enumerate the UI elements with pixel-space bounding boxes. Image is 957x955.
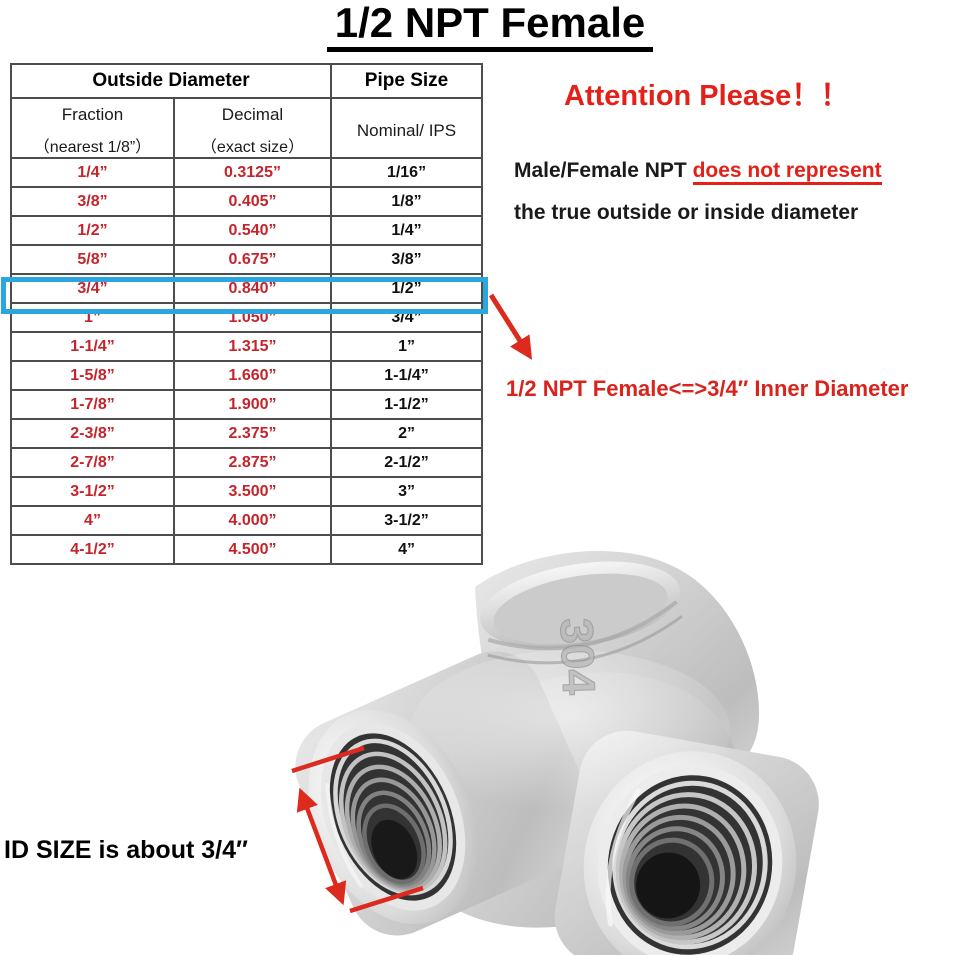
page-title-wrap: 1/2 NPT Female (230, 0, 750, 52)
cell-pipe: 3” (330, 476, 484, 507)
table-row: 4” 4.000” 3-1/2” (10, 505, 484, 536)
table-subheader-row: Fraction （nearest 1/8”） Decimal （exact s… (10, 97, 484, 159)
subheader-decimal: Decimal （exact size） (172, 97, 333, 159)
table-row: 3-1/2” 3.500” 3” (10, 476, 484, 507)
table-row: 1-7/8” 1.900” 1-1/2” (10, 389, 484, 420)
id-measure-arrow (291, 745, 424, 914)
npt-note: Male/Female NPT does not represent the t… (514, 150, 882, 234)
cell-pipe: 1-1/4” (330, 360, 484, 391)
cell-pipe: 1/16” (330, 157, 484, 188)
cell-pipe: 2” (330, 418, 484, 449)
npt-note-line1: Male/Female NPT does not represent (514, 150, 882, 192)
cell-fraction: 1/2” (10, 215, 175, 246)
cell-fraction: 1-1/4” (10, 331, 175, 362)
table-row: 2-7/8” 2.875” 2-1/2” (10, 447, 484, 478)
cell-decimal: 0.675” (172, 244, 333, 275)
cell-fraction: 4-1/2” (10, 534, 175, 565)
cell-pipe: 3-1/2” (330, 505, 484, 536)
cell-fraction: 1-5/8” (10, 360, 175, 391)
cell-fraction: 5/8” (10, 244, 175, 275)
cell-decimal: 2.375” (172, 418, 333, 449)
cell-fraction: 2-3/8” (10, 418, 175, 449)
table-row: 1-5/8” 1.660” 1-1/4” (10, 360, 484, 391)
cell-decimal: 0.3125” (172, 157, 333, 188)
cell-pipe: 1-1/2” (330, 389, 484, 420)
subheader-nominal: Nominal/ IPS (330, 97, 484, 159)
fitting-right-opening (583, 751, 797, 955)
cell-decimal: 1.900” (172, 389, 333, 420)
fitting-left-opening (308, 709, 478, 925)
highlight-box (1, 277, 488, 314)
cell-fraction: 1-7/8” (10, 389, 175, 420)
table-row: 1-1/4” 1.315” 1” (10, 331, 484, 362)
cell-pipe: 1” (330, 331, 484, 362)
equivalence-note: 1/2 NPT Female<=>3/4″ Inner Diameter (506, 376, 909, 401)
cell-decimal: 4.500” (172, 534, 333, 565)
page-title: 1/2 NPT Female (326, 0, 654, 52)
tee-fitting-photo: 304 (291, 550, 819, 955)
cell-pipe: 3/8” (330, 244, 484, 275)
cell-fraction: 3-1/2” (10, 476, 175, 507)
table-row: 2-3/8” 2.375” 2” (10, 418, 484, 449)
cell-pipe: 1/8” (330, 186, 484, 217)
npt-note-emphasis: does not represent (692, 159, 882, 185)
cell-decimal: 2.875” (172, 447, 333, 478)
cell-decimal: 3.500” (172, 476, 333, 507)
attention-heading: Attention Please！！ (564, 80, 850, 112)
cell-decimal: 4.000” (172, 505, 333, 536)
fitting-emboss-text: 304 (551, 617, 606, 696)
table-row: 5/8” 0.675” 3/8” (10, 244, 484, 275)
pointer-arrow-icon (488, 293, 533, 360)
table-row: 3/8” 0.405” 1/8” (10, 186, 484, 217)
table-row: 1/2” 0.540” 1/4” (10, 215, 484, 246)
cell-pipe: 3/4” (330, 302, 484, 333)
subheader-fraction: Fraction （nearest 1/8”） (10, 97, 175, 159)
id-size-note: ID SIZE is about 3/4″ (4, 836, 248, 864)
fitting-top-opening (480, 561, 683, 665)
cell-decimal: 0.540” (172, 215, 333, 246)
table-row: 1/4” 0.3125” 1/16” (10, 157, 484, 188)
cell-decimal: 1.315” (172, 331, 333, 362)
cell-fraction: 2-7/8” (10, 447, 175, 478)
pipe-size-table: Outside Diameter Pipe Size Fraction （nea… (9, 63, 484, 565)
cell-fraction: 1/4” (10, 157, 175, 188)
cell-fraction: 4” (10, 505, 175, 536)
cell-pipe: 2-1/2” (330, 447, 484, 478)
npt-note-line2: the true outside or inside diameter (514, 201, 859, 224)
header-outside-diameter: Outside Diameter (9, 63, 333, 99)
cell-pipe: 4” (330, 534, 484, 565)
npt-note-prefix: Male/Female NPT (514, 159, 693, 182)
cell-fraction: 3/8” (10, 186, 175, 217)
cell-decimal: 0.405” (172, 186, 333, 217)
header-pipe-size: Pipe Size (330, 63, 484, 99)
cell-pipe: 1/4” (330, 215, 484, 246)
table-row: 4-1/2” 4.500” 4” (10, 534, 484, 565)
table-header-row: Outside Diameter Pipe Size (9, 63, 484, 99)
cell-decimal: 1.660” (172, 360, 333, 391)
